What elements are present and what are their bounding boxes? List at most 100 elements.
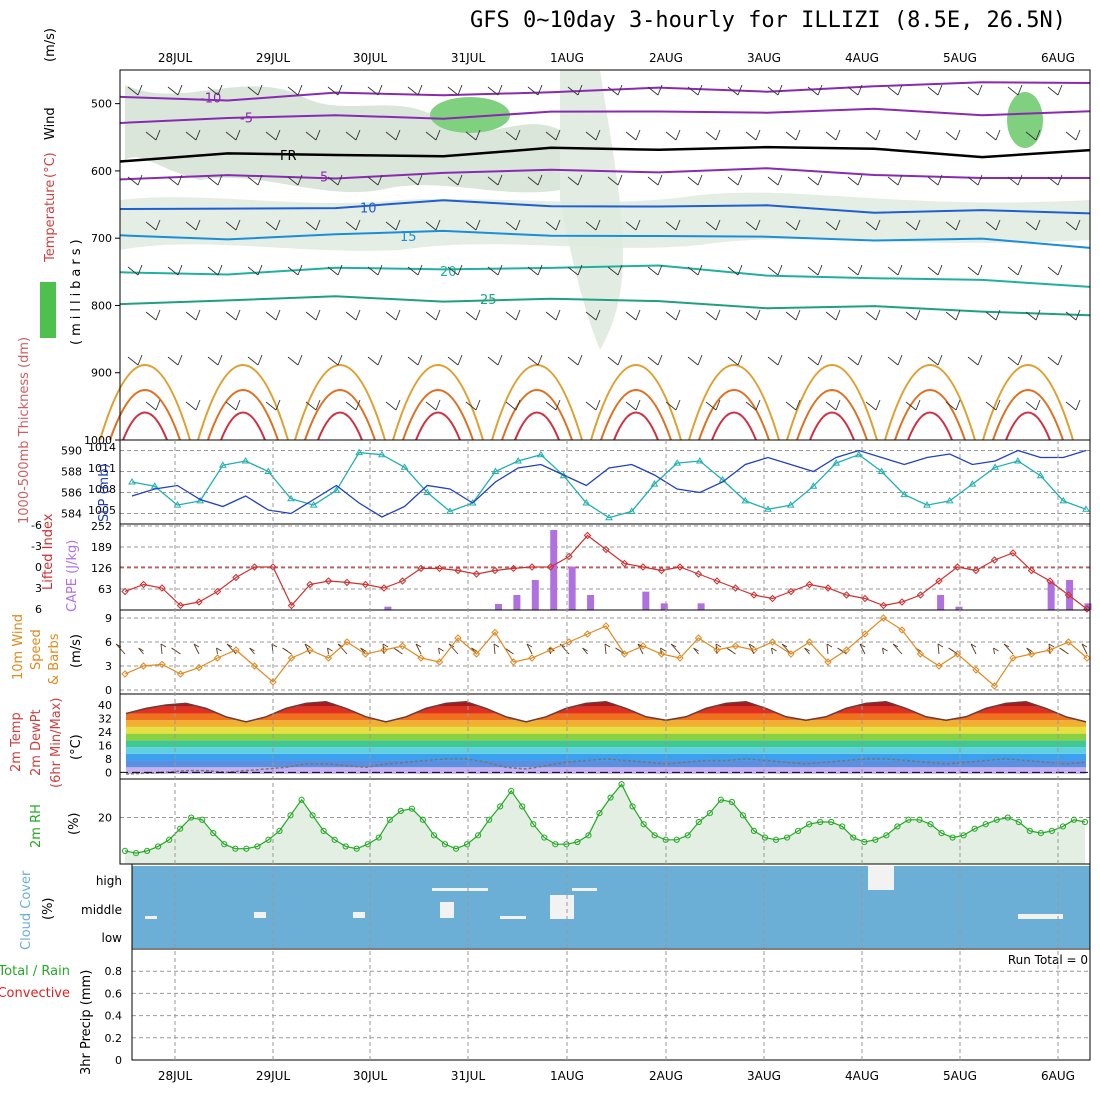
- wind-barb: [882, 647, 888, 655]
- cloud-bar: [453, 888, 488, 891]
- wind-barb: [367, 354, 383, 366]
- wind-barb: [705, 129, 721, 141]
- wind-barb: [382, 643, 389, 655]
- wind-speed-point: [805, 638, 814, 646]
- axis-label-slp: SLP (mb): [97, 463, 112, 522]
- x-tick-label-top: 4AUG: [845, 51, 879, 65]
- wind-barb: [438, 647, 444, 655]
- wind-barb: [847, 354, 863, 366]
- wind-barb: [767, 174, 783, 186]
- li-point: [546, 563, 555, 571]
- x-tick-label-bottom: 28JUL: [158, 1069, 193, 1083]
- thickness-point: [332, 486, 341, 493]
- wind-barb: [585, 219, 601, 231]
- rh-point: [1081, 818, 1089, 826]
- isotherm-35-arc: [698, 389, 770, 441]
- rh-point: [287, 812, 294, 819]
- wind-barb: [948, 647, 958, 655]
- rh-point: [331, 836, 338, 843]
- wind-barb: [425, 399, 441, 411]
- isotherm-35-arc: [501, 389, 573, 441]
- rh-point: [155, 843, 162, 850]
- rh-point: [519, 803, 526, 810]
- rh-point: [530, 821, 537, 828]
- wind-barb: [545, 219, 561, 231]
- wind-barb: [825, 219, 841, 231]
- temp-color-band: [126, 740, 1086, 748]
- wind-barb: [970, 643, 977, 655]
- wind-barb: [225, 309, 241, 321]
- wind-barb: [505, 309, 521, 321]
- wind-barb: [526, 643, 533, 655]
- wind-barb: [1025, 309, 1041, 321]
- rh-point: [684, 832, 691, 839]
- wind-barb: [447, 84, 463, 96]
- wind-barb: [745, 219, 761, 231]
- axis-label-4: (m/s): [43, 28, 58, 62]
- wind-barb: [985, 129, 1001, 141]
- rh-point: [695, 818, 702, 826]
- cloud-bar: [145, 916, 157, 919]
- wind-barb: [647, 264, 663, 276]
- rh-point: [1059, 823, 1067, 830]
- rh-shading-plume: [560, 70, 624, 350]
- wind-barb: [585, 129, 601, 141]
- wind-barb: [407, 84, 423, 96]
- temp-color-band: [126, 753, 1086, 761]
- wind-barb: [207, 84, 223, 96]
- wind-speed-point: [565, 638, 573, 646]
- rh-point: [938, 830, 945, 837]
- wind-barb: [415, 643, 422, 655]
- axis-label-li: Lifted Index: [41, 513, 56, 590]
- axis-label-wind-1: Speed: [29, 629, 44, 670]
- rh-point: [430, 832, 438, 839]
- x-tick-label-bottom: 30JUL: [353, 1069, 388, 1083]
- wind-speed-point: [343, 638, 351, 646]
- wind-barb: [225, 219, 241, 231]
- isotherm-40-arc: [122, 411, 168, 441]
- wind-speed-point: [195, 663, 203, 672]
- wind-barb: [767, 354, 783, 366]
- isotherm-30-arc: [294, 364, 386, 441]
- wind-barb: [665, 219, 681, 231]
- isotherm-30-arc: [590, 364, 682, 441]
- wind-barb: [527, 354, 543, 366]
- rh-point: [883, 832, 890, 839]
- wind-barb: [327, 647, 333, 655]
- wind-barb: [448, 643, 459, 655]
- wind-barb: [567, 264, 583, 276]
- cape-bar: [955, 606, 963, 610]
- axis-label-rh-unit: (%): [67, 813, 82, 836]
- wind-barb: [726, 647, 736, 655]
- wind-barb: [727, 174, 743, 186]
- isotherm-20: [119, 264, 1091, 288]
- wind-barb: [487, 354, 503, 366]
- wind-barb: [785, 399, 801, 411]
- y-tick-label: 20: [98, 812, 112, 825]
- wind-barb: [527, 84, 543, 96]
- x-tick-label-bottom: 31JUL: [451, 1069, 486, 1083]
- li-point: [213, 587, 222, 596]
- wind-barb: [945, 309, 961, 321]
- li-point: [1046, 577, 1054, 585]
- rh-point: [254, 843, 261, 850]
- wind-barb: [305, 129, 321, 141]
- isotherm-35-arc: [304, 389, 376, 441]
- slp-line: [131, 449, 1087, 518]
- wind-barb: [767, 264, 783, 276]
- wind-speed-point: [324, 654, 333, 662]
- wind-speed-point: [972, 666, 980, 674]
- rh-point: [232, 845, 239, 852]
- wind-barb: [647, 84, 663, 96]
- isotherm-15: [119, 229, 1091, 249]
- rh-point: [839, 823, 846, 830]
- wind-barb: [927, 264, 943, 276]
- wind-barb: [493, 643, 500, 655]
- wind-barb: [167, 84, 183, 96]
- rh-point: [982, 821, 989, 828]
- wind-barb: [826, 643, 833, 655]
- wind-barb: [607, 264, 623, 276]
- y-tick-label: 800: [91, 299, 112, 312]
- wind-barb: [567, 174, 583, 186]
- rh-point: [486, 816, 493, 823]
